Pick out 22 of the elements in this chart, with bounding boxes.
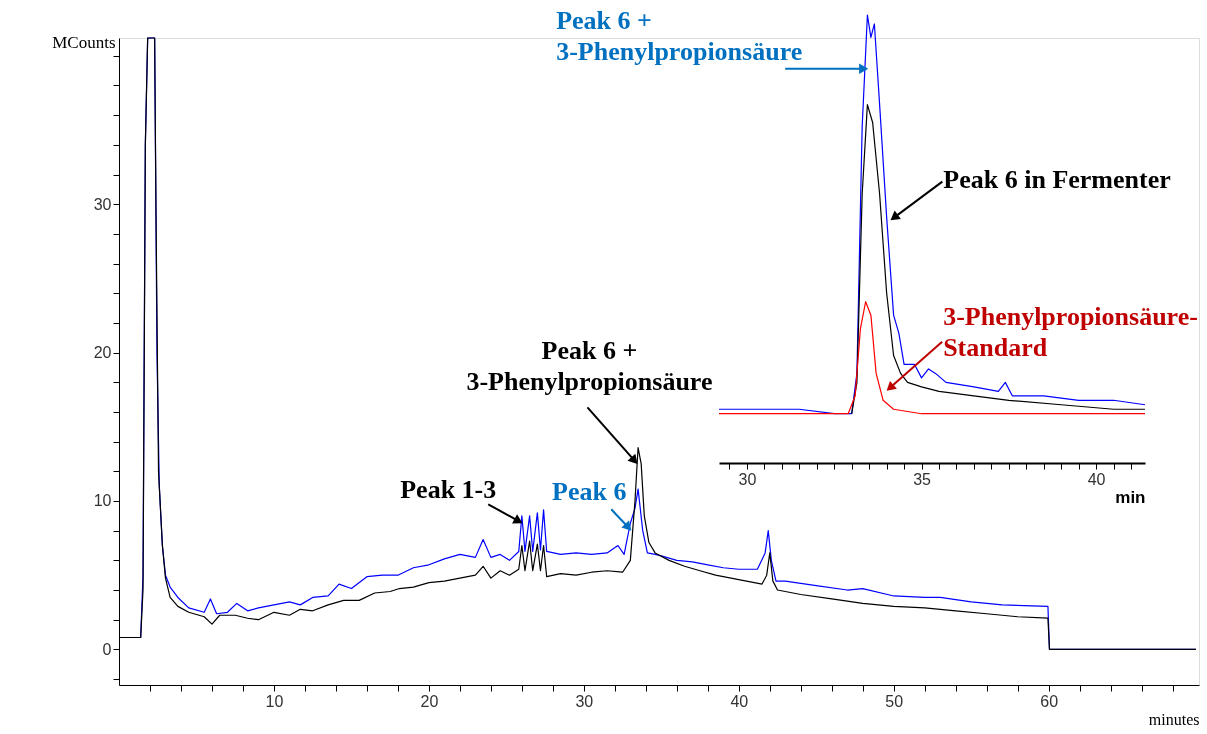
annotation: Peak 6 + 3-Phenylpropionsäure: [556, 5, 803, 66]
x-tick-label: 50: [885, 692, 904, 710]
y-tick-label: 20: [93, 344, 112, 362]
x-axis-title: minutes: [1148, 710, 1200, 728]
annotation: Peak 1-3: [400, 475, 497, 505]
annotation: Peak 6: [552, 477, 627, 507]
x-tick-label: 20: [420, 692, 439, 710]
y-tick-label: 0: [102, 640, 112, 658]
x-tick-label: 60: [1040, 692, 1059, 710]
x-tick-label: 30: [575, 692, 594, 710]
x-tick-label: 35: [913, 470, 932, 488]
annotation: Peak 6 in Fermenter: [943, 164, 1171, 194]
x-tick-label: 10: [265, 692, 284, 710]
annotation: 3-Phenylpropionsäure- Standard: [943, 301, 1198, 362]
y-tick-label: 30: [93, 195, 112, 213]
x-tick-label: 30: [738, 470, 757, 488]
x-tick-label: 40: [730, 692, 749, 710]
x-tick-label: 40: [1087, 470, 1106, 488]
x-axis-title: min: [1115, 487, 1146, 507]
y-tick-label: 10: [93, 492, 112, 510]
y-axis-title: MCounts: [52, 32, 116, 52]
annotation: Peak 6 + 3-Phenylpropionsäure: [466, 336, 713, 397]
